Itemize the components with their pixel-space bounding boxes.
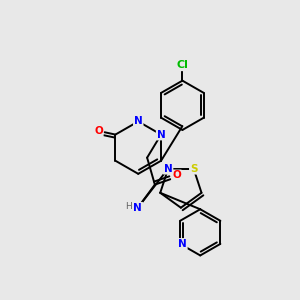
- Text: Cl: Cl: [176, 60, 188, 70]
- Text: N: N: [178, 239, 187, 249]
- Text: N: N: [134, 203, 142, 213]
- Text: H: H: [125, 202, 132, 211]
- Text: O: O: [172, 170, 181, 180]
- Text: S: S: [190, 164, 197, 174]
- Text: N: N: [134, 116, 142, 127]
- Text: N: N: [164, 164, 172, 174]
- Text: O: O: [94, 126, 103, 136]
- Text: N: N: [157, 130, 165, 140]
